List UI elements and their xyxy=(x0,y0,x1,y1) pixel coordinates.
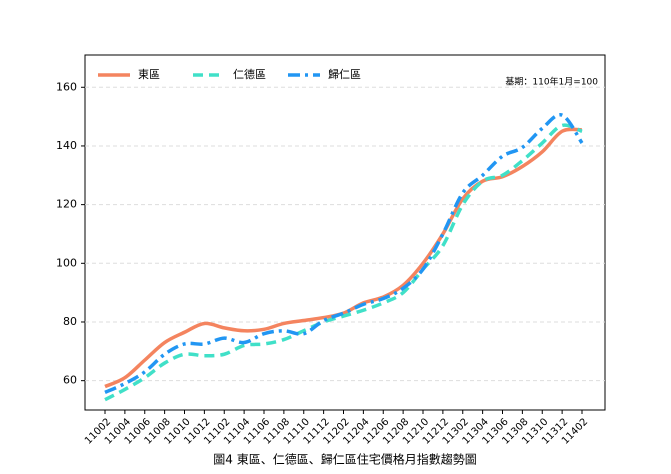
plot-frame xyxy=(84,54,606,411)
series-line xyxy=(104,123,583,402)
legend-label: 歸仁區 xyxy=(328,67,361,81)
y-tick-label: 160 xyxy=(56,80,77,93)
y-tick-label: 120 xyxy=(56,198,77,211)
caption: 圖4 東區、仁德區、歸仁區住宅價格月指數趨勢圖 xyxy=(213,452,476,467)
y-tick-label: 80 xyxy=(63,315,77,328)
y-tick-label: 60 xyxy=(63,374,77,387)
annotation: 基期：110年1月=100 xyxy=(505,76,598,88)
y-tick-label: 100 xyxy=(56,256,77,269)
legend-label: 東區 xyxy=(138,68,160,81)
y-tick-label: 140 xyxy=(56,139,77,152)
series-line xyxy=(104,113,584,395)
legend-label: 仁德區 xyxy=(233,67,266,81)
